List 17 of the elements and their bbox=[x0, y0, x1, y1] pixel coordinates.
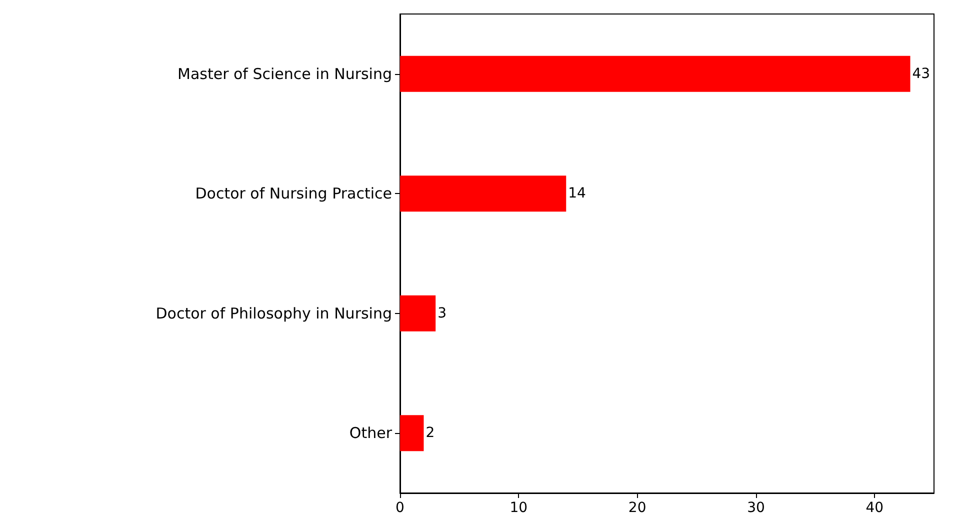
bar bbox=[400, 176, 566, 212]
x-tick-label: 0 bbox=[396, 500, 404, 516]
data-label: 43 bbox=[912, 66, 930, 82]
y-tick-label: Doctor of Nursing Practice bbox=[195, 184, 392, 203]
bar bbox=[400, 295, 436, 332]
x-tick-label: 20 bbox=[628, 500, 646, 516]
x-tick-label: 30 bbox=[747, 500, 765, 516]
y-tick-label: Other bbox=[349, 424, 393, 442]
data-label: 14 bbox=[568, 186, 586, 202]
data-label: 2 bbox=[426, 425, 435, 442]
y-tick-label: Doctor of Philosophy in Nursing bbox=[156, 304, 392, 322]
bar bbox=[400, 415, 424, 452]
x-tick-label: 10 bbox=[510, 500, 528, 516]
bar bbox=[400, 56, 910, 92]
x-tick-label: 40 bbox=[866, 500, 884, 516]
y-tick-label: Master of Science in Nursing bbox=[178, 64, 392, 83]
data-label: 3 bbox=[438, 305, 447, 322]
